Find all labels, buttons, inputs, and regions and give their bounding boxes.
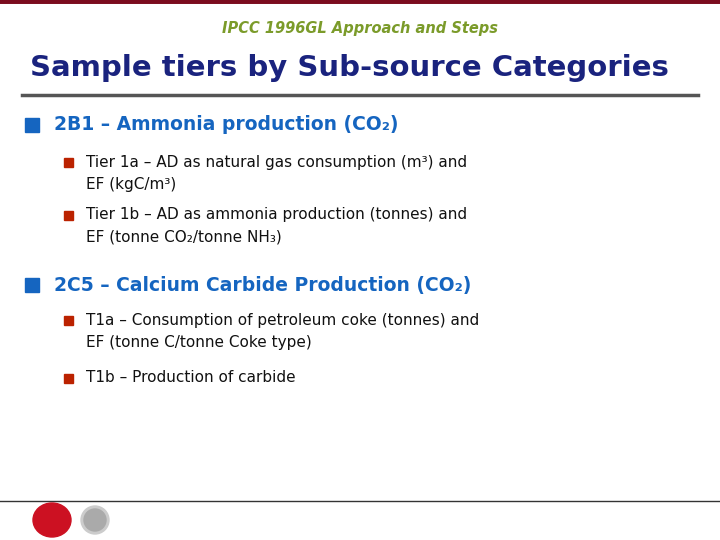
Ellipse shape	[84, 509, 106, 531]
Text: EF (tonne CO₂/tonne NH₃): EF (tonne CO₂/tonne NH₃)	[86, 230, 282, 245]
Text: EF (tonne C/tonne Coke type): EF (tonne C/tonne Coke type)	[86, 334, 312, 349]
Text: T1b – Production of carbide: T1b – Production of carbide	[86, 370, 296, 386]
Bar	[63, 374, 73, 382]
Bar	[25, 278, 39, 292]
Text: Sample tiers by Sub-source Categories: Sample tiers by Sub-source Categories	[30, 54, 669, 82]
Ellipse shape	[33, 503, 71, 537]
Text: EF (kgC/m³): EF (kgC/m³)	[86, 177, 176, 192]
Text: 2.19: 2.19	[671, 515, 695, 525]
Text: Tier 1a – AD as natural gas consumption (m³) and: Tier 1a – AD as natural gas consumption …	[86, 154, 467, 170]
Text: 2C5 – Calcium Carbide Production (CO₂): 2C5 – Calcium Carbide Production (CO₂)	[54, 275, 472, 294]
Text: T1a – Consumption of petroleum coke (tonnes) and: T1a – Consumption of petroleum coke (ton…	[86, 313, 480, 327]
Bar	[63, 211, 73, 219]
Text: Tier 1b – AD as ammonia production (tonnes) and: Tier 1b – AD as ammonia production (tonn…	[86, 207, 467, 222]
Text: UNITED NATIONS FRAMEWORK CONVENTION ON CLIMATE CHANGE: UNITED NATIONS FRAMEWORK CONVENTION ON C…	[310, 516, 648, 524]
Text: IPCC 1996GL Approach and Steps: IPCC 1996GL Approach and Steps	[222, 21, 498, 36]
Ellipse shape	[81, 506, 109, 534]
Bar	[25, 118, 39, 132]
Bar	[63, 158, 73, 166]
Text: 2B1 – Ammonia production (CO₂): 2B1 – Ammonia production (CO₂)	[54, 116, 398, 134]
Bar	[63, 315, 73, 325]
